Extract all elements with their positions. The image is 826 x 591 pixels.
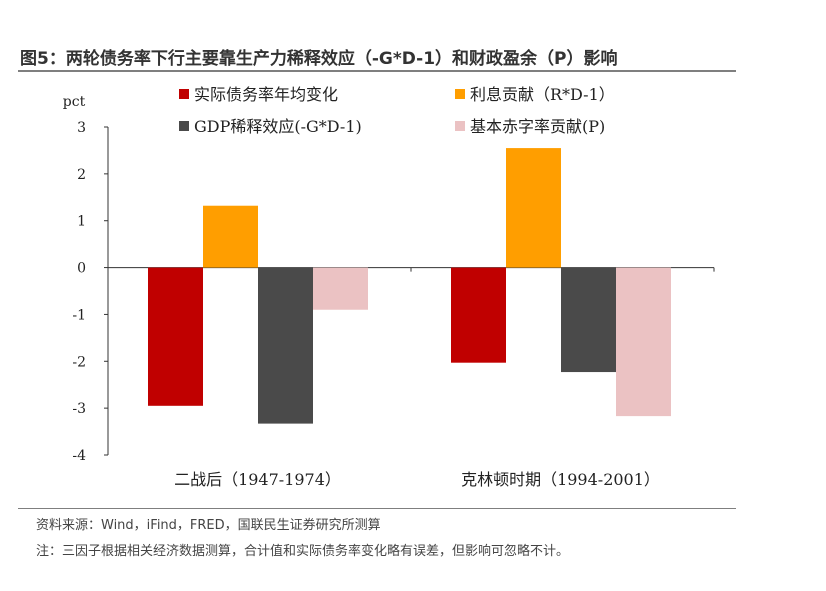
footnote: 注：三因子根据相关经济数据测算，合计值和实际债务率变化略有误差，但影响可忽略不计… bbox=[36, 544, 570, 559]
bar-chart: 实际债务率年均变化 利息贡献（R*D-1） GDP稀释效应(-G*D-1) 基本赤字率… bbox=[63, 85, 715, 489]
bar bbox=[258, 267, 313, 424]
source-note: 资料来源：Wind，iFind，FRED，国联民生证券研究所测算 bbox=[36, 518, 381, 533]
legend-swatch bbox=[179, 89, 189, 99]
bar bbox=[203, 205, 258, 268]
bar bbox=[616, 267, 671, 417]
y-tick-label: 2 bbox=[77, 167, 86, 183]
chart-title: 图5：两轮债务率下行主要靠生产力稀释效应（-G*D-1）和财政盈余（P）影响 bbox=[20, 49, 618, 69]
y-tick-label: 1 bbox=[77, 214, 86, 230]
footer-divider bbox=[18, 508, 736, 509]
legend-swatch bbox=[455, 121, 465, 131]
y-tick-label: -3 bbox=[72, 401, 86, 417]
y-tick-label: -2 bbox=[72, 354, 86, 370]
x-category-label: 二战后（1947-1974） bbox=[174, 470, 341, 489]
y-tick-label: 3 bbox=[77, 120, 86, 136]
legend-label: 实际债务率年均变化 bbox=[194, 85, 338, 104]
legend-label: GDP稀释效应(-G*D-1) bbox=[194, 117, 362, 136]
legend: 实际债务率年均变化 利息贡献（R*D-1） GDP稀释效应(-G*D-1) 基本赤字率… bbox=[179, 85, 615, 136]
legend-label: 利息贡献（R*D-1） bbox=[470, 85, 615, 104]
bar bbox=[451, 267, 506, 363]
title-divider bbox=[18, 70, 736, 72]
y-tick-label: 0 bbox=[77, 261, 86, 277]
bar bbox=[313, 267, 368, 310]
bar bbox=[148, 267, 203, 406]
legend-label: 基本赤字率贡献(P) bbox=[470, 117, 605, 136]
y-tick-label: -4 bbox=[72, 448, 86, 464]
x-category-label: 克林顿时期（1994-2001） bbox=[461, 470, 660, 489]
bars bbox=[148, 148, 671, 424]
y-tick-label: -1 bbox=[72, 307, 86, 323]
bar bbox=[506, 148, 561, 268]
bar bbox=[561, 267, 616, 373]
x-axis-labels: 二战后（1947-1974） 克林顿时期（1994-2001） bbox=[174, 470, 660, 489]
legend-swatch bbox=[455, 89, 465, 99]
legend-swatch bbox=[179, 121, 189, 131]
y-axis-unit-label: pct bbox=[63, 94, 86, 110]
